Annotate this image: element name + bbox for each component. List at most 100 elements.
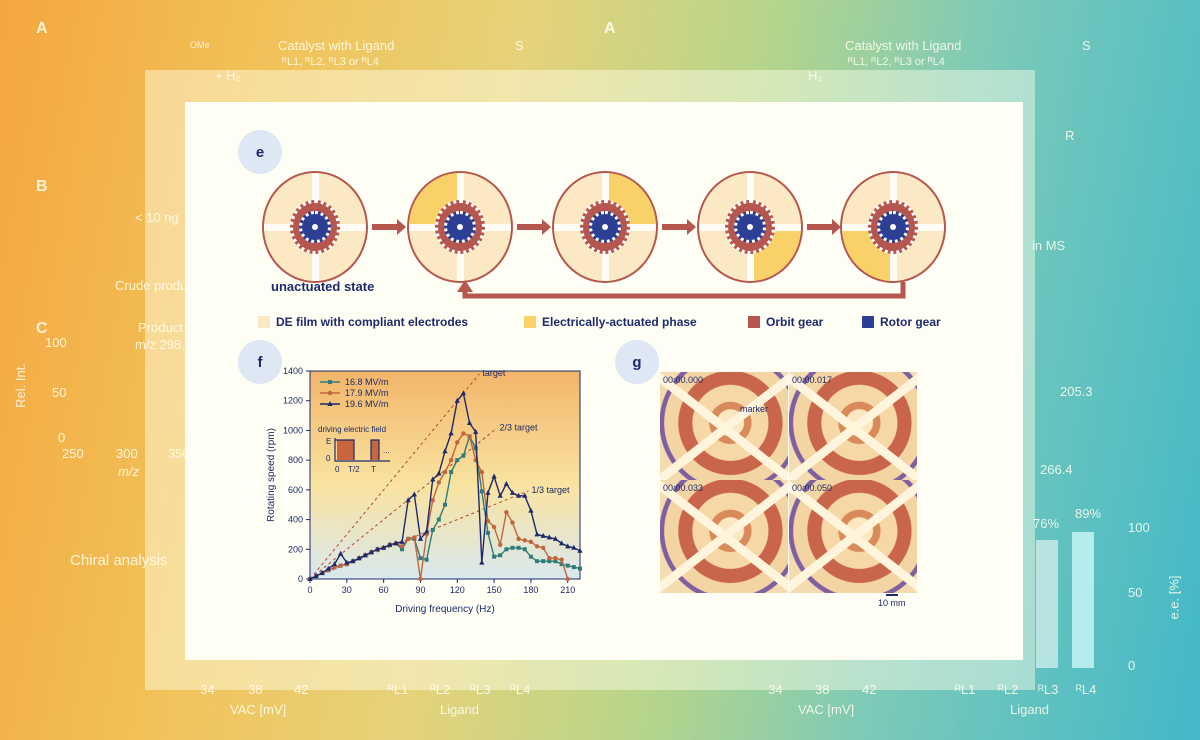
data-point	[559, 557, 564, 562]
data-point	[516, 536, 521, 542]
bg-crude: Crude produ	[115, 278, 188, 293]
data-point	[436, 480, 442, 485]
rotor-gear	[589, 211, 621, 243]
bg-ligand-tick-r: ᴿL1	[955, 682, 976, 697]
rotating-speed-chart: 0 30 60 90 120 150 180 210 0 200 400 600 800 1000 1200…	[266, 366, 583, 615]
legend-marker	[327, 401, 333, 406]
x-tick-label: 120	[450, 585, 465, 595]
bg-ytick: 100	[45, 335, 67, 350]
rotor-gear	[734, 211, 766, 243]
y-tick-label: 0	[298, 574, 303, 584]
bg-ome: OMe	[190, 40, 210, 50]
data-point	[356, 555, 362, 561]
data-point	[571, 544, 577, 550]
bg-r: R	[1065, 128, 1075, 143]
bg-ytick: 50	[52, 385, 67, 400]
inset-e: E	[326, 437, 331, 446]
data-point	[368, 549, 374, 555]
data-point	[547, 559, 552, 564]
reference-label: 2/3 target	[500, 422, 539, 432]
bg-ytick: 0	[58, 430, 66, 445]
marker-label: marker	[740, 404, 769, 414]
inset-xhalf: T/2	[348, 465, 360, 474]
swatch	[524, 316, 536, 328]
bg-vac-r: VAC [mV]	[798, 702, 855, 717]
actuator-disc	[697, 171, 803, 283]
bg-product: Product	[138, 320, 183, 335]
bg-mz-value: m/z 298.	[135, 337, 185, 352]
bg-vac: VAC [mV]	[230, 702, 287, 717]
bg-vac-tick-r: 38	[815, 682, 830, 697]
panel-f-label: f	[238, 340, 282, 384]
data-point	[400, 547, 405, 552]
data-point	[479, 489, 484, 494]
data-point	[509, 489, 516, 495]
data-point	[522, 547, 527, 552]
data-point	[516, 492, 522, 498]
bg-ligand-tick: ᴿL3	[470, 682, 491, 697]
data-point	[430, 476, 436, 482]
scale-bar	[886, 594, 898, 596]
data-point	[559, 562, 564, 567]
data-point	[485, 489, 491, 495]
bg-bar-89	[1072, 532, 1094, 668]
swatch	[258, 316, 270, 328]
legend-label: 19.6 MV/m	[345, 399, 389, 409]
legend-label: Electrically-actuated phase	[542, 315, 697, 329]
orbit-gear	[868, 200, 918, 254]
bg-s: S	[515, 38, 524, 53]
data-point	[565, 543, 571, 549]
data-point	[498, 553, 503, 558]
data-point	[338, 550, 344, 556]
legend-de-film: DE film with compliant electrodes	[258, 315, 468, 329]
bg-xtick: 300	[116, 446, 138, 461]
bg-ee-tick: 50	[1128, 585, 1143, 600]
bg-chiral: Chiral analysis	[70, 552, 168, 569]
legend-orbit: Orbit gear	[748, 315, 823, 329]
data-point	[381, 544, 387, 550]
inset-xt: T	[371, 465, 376, 474]
data-point	[510, 520, 515, 525]
legend-label: Rotor gear	[880, 315, 941, 329]
legend-actuated: Electrically-actuated phase	[524, 315, 697, 329]
panel-g-label: g	[615, 340, 659, 384]
data-point	[418, 556, 423, 561]
data-point	[325, 565, 332, 571]
bg-amount: < 10 ng	[135, 210, 179, 225]
data-point	[436, 517, 441, 522]
data-point	[498, 542, 503, 548]
reference-line	[309, 428, 497, 580]
data-point	[510, 545, 515, 550]
data-point	[467, 434, 472, 439]
data-point	[460, 390, 467, 396]
data-point	[350, 558, 356, 564]
data-point	[449, 470, 454, 475]
rotor-gear	[444, 211, 476, 243]
bg-mz: m/z	[118, 464, 139, 479]
data-point	[319, 570, 325, 576]
bg-ms: in MS	[1032, 238, 1066, 253]
step-arrow	[807, 219, 841, 235]
actuator-disc	[407, 171, 513, 283]
data-point	[547, 556, 552, 561]
legend-rotor: Rotor gear	[862, 315, 941, 329]
data-point	[436, 470, 442, 476]
rotor-gear	[877, 211, 909, 243]
bg-pct2: 89%	[1075, 506, 1102, 521]
y-axis-label: Rotating speed (rpm)	[266, 428, 277, 522]
data-point	[461, 431, 466, 436]
actuator-disc	[552, 171, 658, 283]
frame-image: 00:00.017	[789, 372, 917, 485]
swatch	[862, 316, 874, 328]
data-point	[313, 573, 319, 579]
x-tick-label: 180	[523, 585, 538, 595]
bg-h2-right: H₂	[808, 68, 823, 83]
frame-image: 00:00.050	[789, 480, 917, 593]
data-point	[424, 557, 429, 562]
data-point	[565, 576, 570, 582]
bg-ligand-tick-r: ᴿL3	[1038, 682, 1059, 697]
bg-vac-tick-r: 34	[768, 682, 783, 697]
bg-ee-tick: 100	[1128, 520, 1150, 535]
data-point	[491, 524, 497, 530]
unactuated-state-label: unactuated state	[271, 279, 375, 294]
